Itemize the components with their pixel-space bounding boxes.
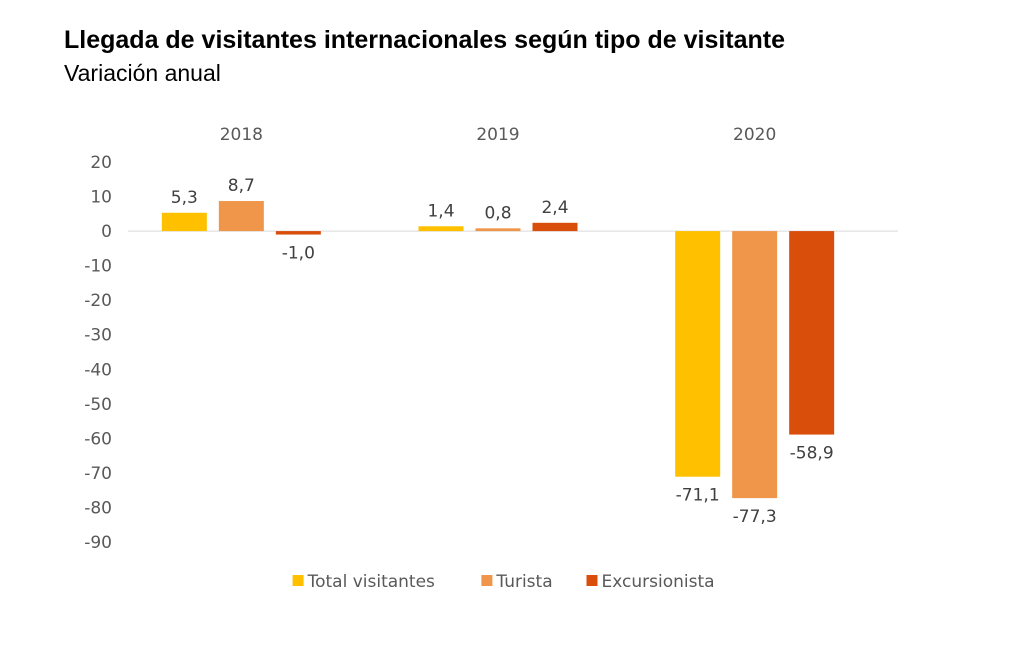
chart-subtitle: Variación anual (64, 60, 221, 86)
y-tick-label: -20 (84, 291, 112, 311)
bar (532, 222, 578, 232)
category-label: 2020 (733, 125, 776, 145)
y-tick-label: -10 (84, 257, 112, 277)
y-tick-label: -90 (84, 533, 112, 553)
y-tick-label: 20 (90, 153, 112, 173)
bar (418, 226, 464, 232)
data-label: 2,4 (541, 198, 568, 218)
y-tick-label: 0 (101, 222, 112, 242)
bar (789, 231, 835, 435)
y-tick-label: 10 (90, 188, 112, 208)
y-tick-label: -30 (84, 326, 112, 346)
bar (275, 231, 321, 235)
legend-label: Turista (495, 572, 552, 592)
data-label: -58,9 (790, 444, 834, 464)
y-tick-label: -40 (84, 360, 112, 380)
y-tick-label: -60 (84, 429, 112, 449)
bar (161, 212, 207, 232)
bar (218, 201, 264, 232)
category-label: 2019 (476, 125, 519, 145)
bar (675, 231, 721, 477)
legend-label: Total visitantes (307, 572, 435, 592)
bar (475, 228, 521, 232)
legend-swatch (292, 575, 304, 586)
data-label: -77,3 (733, 507, 777, 527)
legend-swatch (481, 575, 493, 586)
data-label: 1,4 (427, 201, 454, 221)
legend-label: Excursionista (602, 572, 715, 592)
data-label: -71,1 (676, 486, 720, 506)
category-label: 2018 (220, 125, 263, 145)
legend-swatch (586, 575, 598, 586)
data-label: 0,8 (484, 203, 511, 223)
y-tick-label: -50 (84, 395, 112, 415)
chart-title: Llegada de visitantes internacionales se… (64, 26, 786, 54)
bar (732, 231, 778, 499)
data-label: -1,0 (282, 244, 315, 264)
y-tick-label: -80 (84, 498, 112, 518)
data-label: 8,7 (228, 176, 255, 196)
data-label: 5,3 (171, 188, 198, 208)
y-tick-label: -70 (84, 464, 112, 484)
